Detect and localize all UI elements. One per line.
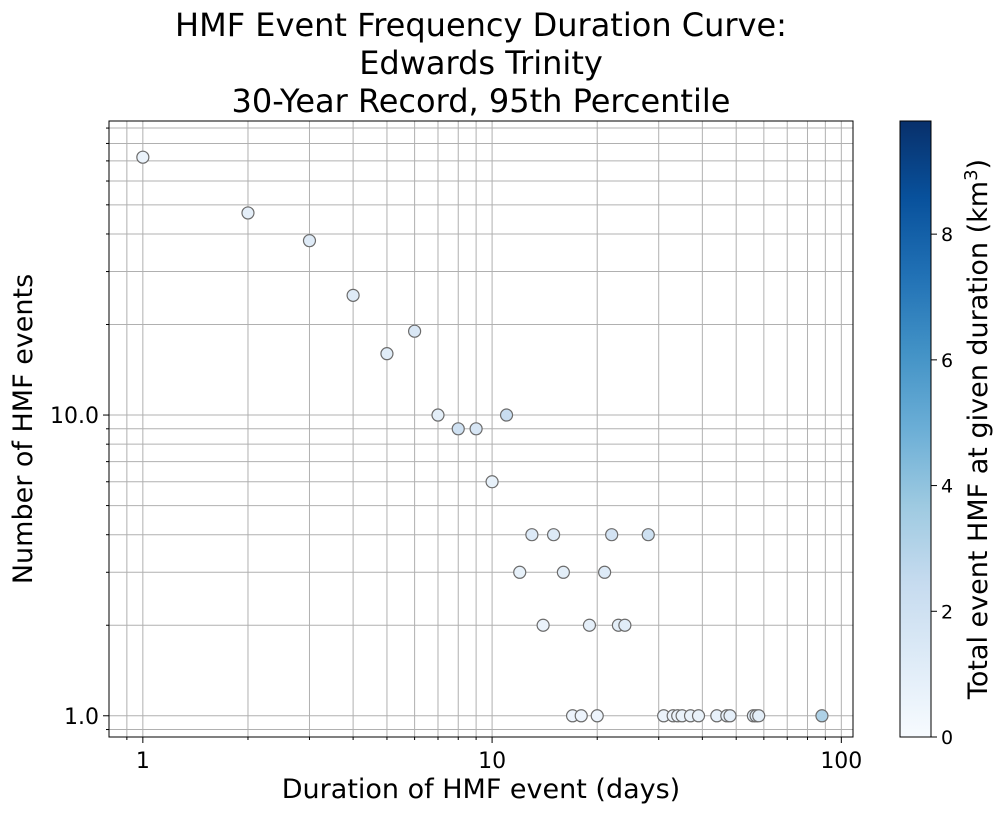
scatter-point (598, 565, 612, 579)
y-axis-label: Number of HMF events (8, 274, 39, 584)
x-axis-ticks: 1 10 100 (126, 737, 862, 774)
scatter-points (136, 150, 829, 723)
plot-area: 1 10 100 1.0 10.0 (50, 120, 862, 774)
colorbar: 0 2 4 6 8 Total event HMF at given duration … (899, 120, 995, 749)
colorbar-tick-label: 6 (941, 350, 953, 372)
scatter-point (590, 709, 604, 723)
scatter-point (723, 709, 737, 723)
x-tick-label: 1 (136, 749, 150, 774)
scatter-point (641, 528, 655, 542)
chart-title-line-2: Edwards Trinity (359, 44, 603, 82)
colorbar-label-sup: 3 (961, 169, 982, 180)
scatter-point (499, 408, 514, 422)
scatter-point (431, 408, 445, 422)
y-axis-ticks: 1.0 10.0 (50, 127, 109, 731)
scatter-point (574, 709, 588, 723)
scatter-point (451, 422, 465, 436)
scatter-point (582, 618, 597, 632)
colorbar-gradient (899, 120, 932, 738)
scatter-point (136, 150, 150, 164)
colorbar-tick-label: 8 (941, 224, 953, 246)
scatter-point (408, 324, 422, 338)
scatter-point (536, 618, 550, 632)
scatter-point (485, 475, 499, 489)
scatter-point (302, 234, 317, 248)
scatter-point (605, 528, 619, 542)
x-tick-label: 10 (478, 749, 506, 774)
scatter-point (815, 709, 829, 723)
scatter-point (346, 288, 360, 302)
scatter-point (513, 565, 527, 579)
scatter-point (469, 422, 483, 436)
colorbar-tick-label: 2 (941, 601, 953, 623)
x-tick-label: 100 (820, 749, 862, 774)
chart-title-line-1: HMF Event Frequency Duration Curve: (175, 6, 787, 44)
scatter-point (546, 528, 561, 542)
colorbar-label-suffix: ) (963, 159, 994, 170)
y-tick-label: 1.0 (64, 705, 99, 730)
y-tick-label: 10.0 (50, 404, 99, 429)
colorbar-label: Total event HMF at given duration (km3) (961, 159, 995, 700)
scatter-point (380, 347, 394, 361)
x-axis-label: Duration of HMF event (days) (282, 774, 680, 805)
colorbar-tick-label: 0 (941, 727, 953, 749)
scatter-point (525, 528, 539, 542)
grid-lines (109, 121, 853, 737)
scatter-point (241, 206, 255, 220)
chart-title-line-3: 30-Year Record, 95th Percentile (232, 82, 731, 120)
scatter-point (752, 709, 766, 723)
scatter-point (556, 565, 570, 579)
colorbar-tick-label: 4 (941, 476, 953, 498)
scatter-point (691, 709, 706, 723)
colorbar-ticks: 0 2 4 6 8 (931, 224, 953, 749)
colorbar-label-prefix: Total event HMF at given duration (km (963, 181, 994, 700)
scatter-point (618, 618, 632, 632)
